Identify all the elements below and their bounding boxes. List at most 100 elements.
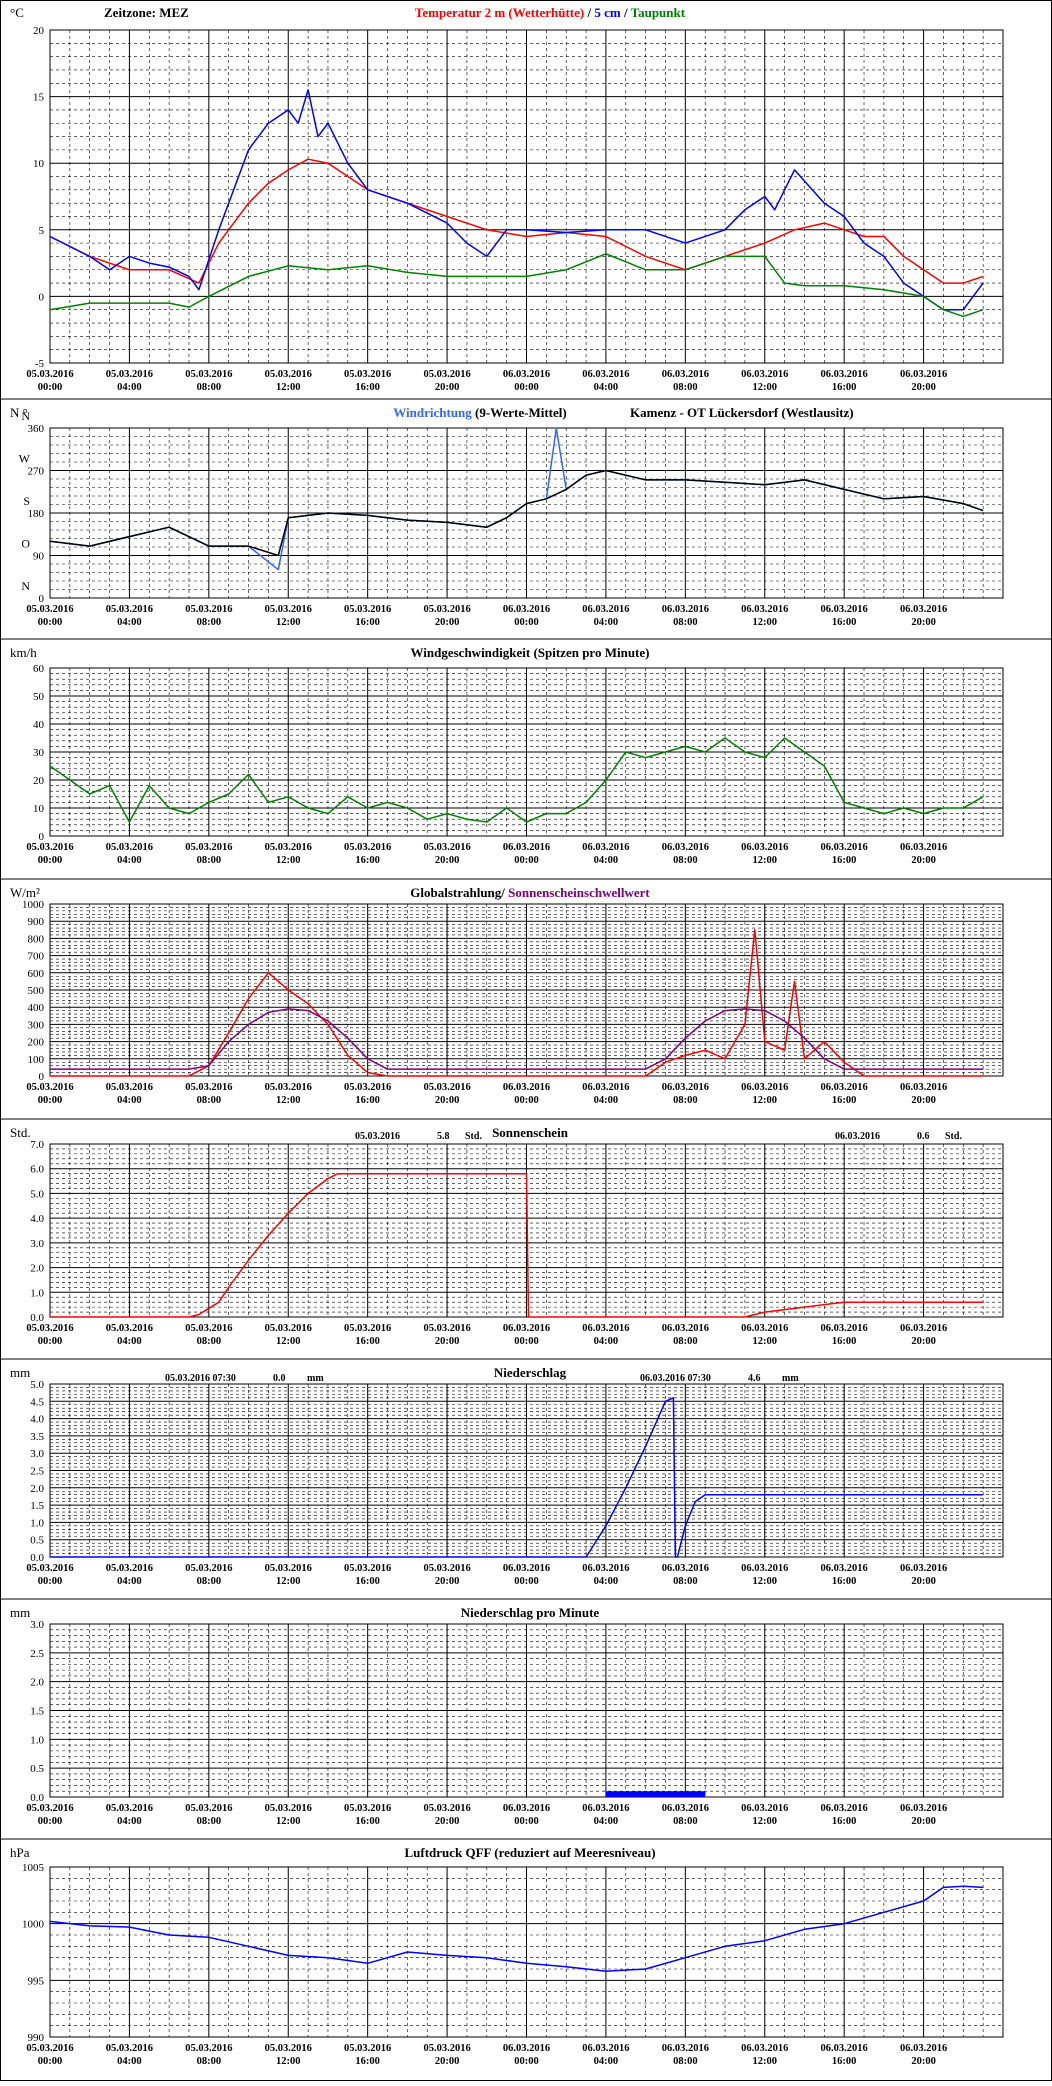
x-tick-time: 08:00	[197, 1336, 222, 1347]
unit-label: mm	[10, 1605, 30, 1620]
y-tick-label: 6.0	[30, 1164, 44, 1176]
x-tick-time: 00:00	[38, 382, 63, 393]
x-tick-date: 06.03.2016	[662, 1563, 709, 1574]
x-tick-time: 08:00	[197, 855, 222, 866]
y-tick-label: 3.5	[30, 1431, 44, 1443]
x-tick-time: 12:00	[753, 855, 778, 866]
chart-title: Niederschlag	[494, 1365, 567, 1380]
x-tick-date: 05.03.2016	[106, 604, 153, 615]
x-tick-time: 12:00	[276, 382, 301, 393]
y-tick-label: 60	[33, 663, 45, 675]
compass-label: O	[21, 537, 30, 551]
x-tick-date: 06.03.2016	[503, 2043, 550, 2054]
x-tick-date: 05.03.2016	[185, 1323, 232, 1334]
x-tick-date: 05.03.2016	[344, 842, 391, 853]
x-tick-date: 05.03.2016	[423, 604, 470, 615]
x-tick-time: 12:00	[753, 617, 778, 628]
title-part: (9-Werte-Mittel)	[472, 405, 567, 420]
y-tick-label: 90	[33, 551, 45, 563]
x-tick-date: 06.03.2016	[821, 604, 868, 615]
y-tick-label: 4.0	[30, 1213, 44, 1225]
x-tick-time: 12:00	[276, 1336, 301, 1347]
x-tick-date: 05.03.2016	[26, 604, 73, 615]
annotation-date: 05.03.2016 07:30	[165, 1373, 236, 1384]
x-tick-date: 05.03.2016	[26, 1323, 73, 1334]
x-tick-time: 16:00	[832, 1576, 857, 1587]
x-tick-time: 00:00	[38, 1336, 63, 1347]
y-tick-label: 40	[33, 719, 45, 731]
x-tick-date: 05.03.2016	[26, 842, 73, 853]
x-tick-date: 05.03.2016	[423, 1563, 470, 1574]
x-tick-date: 05.03.2016	[106, 1563, 153, 1574]
y-tick-label: -5	[35, 358, 45, 370]
y-tick-label: 0.0	[30, 1792, 44, 1804]
y-tick-label: 1.0	[30, 1517, 44, 1529]
y-tick-label: 2.0	[30, 1483, 44, 1495]
x-tick-time: 12:00	[753, 1336, 778, 1347]
series-line	[50, 1008, 984, 1070]
x-tick-time: 20:00	[435, 1336, 460, 1347]
x-tick-time: 12:00	[276, 855, 301, 866]
y-tick-label: 5	[39, 225, 45, 237]
annotation-unit: mm	[782, 1373, 799, 1384]
grid	[50, 1623, 1003, 1798]
x-tick-date: 06.03.2016	[821, 842, 868, 853]
x-tick-date: 06.03.2016	[900, 1803, 947, 1814]
x-tick-time: 00:00	[38, 855, 63, 866]
plot-frame	[49, 667, 1004, 837]
x-tick-time: 08:00	[673, 1576, 698, 1587]
x-tick-time: 20:00	[911, 1336, 936, 1347]
x-tick-date: 05.03.2016	[423, 1803, 470, 1814]
y-tick-label: 360	[28, 423, 45, 435]
x-tick-time: 16:00	[832, 1336, 857, 1347]
grid	[50, 1866, 1003, 2038]
series-line	[49, 253, 984, 318]
chart-title: Temperatur 2 m (Wetterhütte) / 5 cm / Ta…	[415, 5, 686, 20]
x-tick-date: 06.03.2016	[662, 604, 709, 615]
x-tick-time: 20:00	[911, 617, 936, 628]
unit-label: km/h	[10, 645, 37, 660]
plot-frame	[49, 1143, 1004, 1318]
y-tick-label: 1.0	[30, 1287, 44, 1299]
x-tick-time: 16:00	[355, 382, 380, 393]
x-tick-date: 06.03.2016	[582, 369, 629, 380]
x-tick-date: 05.03.2016	[185, 1082, 232, 1093]
x-tick-date: 06.03.2016	[503, 1082, 550, 1093]
x-tick-time: 16:00	[832, 382, 857, 393]
x-tick-time: 12:00	[276, 1576, 301, 1587]
title-part: Sonnenscheinschwellwert	[508, 885, 650, 900]
x-tick-time: 20:00	[435, 382, 460, 393]
compass-label: S	[23, 494, 30, 508]
x-tick-time: 20:00	[435, 1816, 460, 1827]
x-tick-date: 05.03.2016	[265, 1563, 312, 1574]
x-tick-time: 00:00	[514, 2056, 539, 2067]
x-tick-date: 06.03.2016	[582, 604, 629, 615]
x-tick-date: 05.03.2016	[185, 369, 232, 380]
x-tick-date: 05.03.2016	[265, 842, 312, 853]
y-tick-label: 270	[28, 466, 45, 478]
x-tick-time: 20:00	[911, 382, 936, 393]
x-tick-time: 08:00	[197, 1816, 222, 1827]
y-tick-label: 1000	[22, 899, 45, 911]
annotation-value: 5.8	[437, 1131, 450, 1142]
x-tick-date: 05.03.2016	[423, 369, 470, 380]
x-tick-time: 20:00	[435, 855, 460, 866]
unit-label: N °	[10, 405, 28, 420]
x-tick-date: 06.03.2016	[821, 1323, 868, 1334]
x-tick-date: 05.03.2016	[344, 1323, 391, 1334]
x-tick-time: 12:00	[753, 1095, 778, 1106]
x-tick-time: 00:00	[514, 1816, 539, 1827]
x-tick-time: 04:00	[117, 382, 142, 393]
series-line	[50, 929, 984, 1077]
series-line	[50, 1397, 984, 1558]
y-tick-label: 50	[33, 691, 45, 703]
x-tick-date: 05.03.2016	[344, 2043, 391, 2054]
series-line	[49, 427, 984, 571]
x-tick-time: 04:00	[117, 617, 142, 628]
annotation-value: 0.6	[917, 1131, 930, 1142]
x-tick-time: 20:00	[911, 1816, 936, 1827]
annotation-value: 0.0	[273, 1373, 286, 1384]
series-line	[49, 1885, 984, 1973]
